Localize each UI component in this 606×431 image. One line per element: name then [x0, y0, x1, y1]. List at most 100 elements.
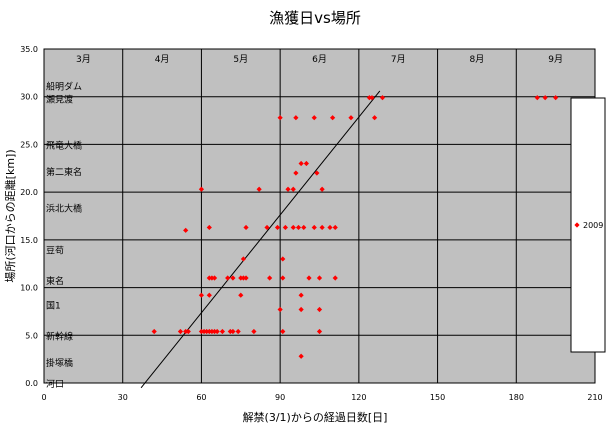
data-point [177, 328, 184, 335]
data-point [277, 115, 283, 121]
data-point [290, 186, 296, 192]
data-point [219, 328, 226, 335]
month-label: 4月 [155, 54, 170, 65]
data-point [209, 275, 215, 281]
data-point [206, 224, 212, 231]
month-label: 9月 [548, 54, 563, 65]
data-point [183, 328, 189, 335]
data-point [204, 328, 210, 335]
legend-marker [574, 222, 580, 228]
y-tick-labels: 0.0 5.0 10.0 15.0 20.0 25.0 30.0 35.0 [20, 45, 38, 388]
data-point [277, 306, 283, 313]
data-point [285, 186, 291, 192]
data-point [151, 328, 157, 335]
data-point [293, 170, 299, 176]
data-point [198, 328, 205, 335]
y-tick-label: 15.0 [20, 236, 38, 245]
data-point [319, 186, 325, 192]
data-point [327, 224, 333, 231]
data-point [316, 328, 323, 335]
data-point [311, 224, 317, 231]
x-tick-label: 150 [430, 393, 445, 402]
data-point [201, 328, 207, 335]
data-point [274, 224, 281, 231]
data-point [198, 186, 205, 192]
data-point [316, 306, 323, 313]
data-point [369, 95, 375, 101]
data-point [211, 328, 218, 335]
x-tick-label: 210 [587, 393, 602, 402]
data-point [295, 224, 302, 231]
place-label: 掛塚橋 [46, 357, 73, 369]
x-tick-label: 120 [351, 393, 366, 402]
month-label: 7月 [391, 54, 406, 65]
place-label: 飛竜大橋 [46, 139, 82, 151]
month-label: 6月 [312, 54, 327, 65]
data-point [206, 292, 212, 298]
data-point [198, 292, 205, 298]
y-tick-label: 10.0 [20, 284, 38, 293]
y-tick-label: 0.0 [25, 379, 38, 388]
data-point [240, 256, 247, 262]
place-label: 船明ダム [46, 80, 82, 92]
data-point [280, 275, 286, 281]
place-label: 豆苟 [46, 244, 64, 256]
data-point [332, 224, 338, 231]
data-point [534, 95, 540, 101]
data-point [553, 95, 559, 101]
data-point [206, 328, 212, 335]
x-tick-label: 180 [509, 393, 524, 402]
month-labels: 3月 4月 5月 6月 7月 8月 9月 [76, 54, 563, 65]
data-point [372, 115, 378, 121]
data-point [238, 275, 244, 281]
plot-area [43, 48, 596, 384]
chart-title: 漁獲日vs場所 [269, 9, 361, 27]
data-point [332, 275, 338, 281]
data-point [235, 328, 241, 335]
data-point [230, 328, 236, 335]
y-tick-label: 30.0 [20, 93, 38, 102]
data-point [366, 95, 372, 101]
data-point [303, 160, 309, 167]
place-label: 河口 [46, 378, 64, 390]
data-point [301, 224, 307, 231]
month-label: 8月 [470, 54, 485, 65]
data-point [267, 275, 273, 281]
place-label: 新幹線 [46, 330, 73, 342]
data-point [251, 328, 257, 335]
data-point [330, 115, 336, 121]
data-point [238, 292, 244, 298]
y-tick-label: 20.0 [20, 188, 38, 197]
data-point [206, 275, 212, 281]
place-label: 第二東名 [46, 166, 82, 178]
legend: 2009 [570, 97, 606, 353]
data-point [209, 328, 215, 335]
y-tick-label: 25.0 [20, 140, 38, 149]
trendline-segment [140, 90, 381, 389]
data-point [379, 95, 386, 101]
data-point [240, 275, 247, 281]
data-point [311, 115, 317, 121]
y-tick-label: 5.0 [25, 331, 38, 340]
data-point [282, 224, 288, 231]
data-point [348, 115, 354, 121]
x-tick-labels: 0 30 60 90 120 150 180 210 [41, 393, 602, 402]
place-label: 国1 [46, 301, 61, 312]
data-point [256, 186, 262, 192]
data-point [243, 224, 249, 231]
data-point [298, 160, 304, 167]
y-tick-label: 35.0 [20, 45, 38, 54]
data-point [280, 328, 286, 335]
data-point [298, 353, 304, 359]
x-tick-label: 90 [275, 393, 285, 402]
data-point [243, 275, 249, 281]
data-point [225, 275, 231, 281]
data-point [264, 224, 270, 231]
data-point [306, 275, 312, 281]
x-tick-label: 0 [41, 393, 46, 402]
month-label: 5月 [233, 54, 248, 65]
data-point [298, 292, 304, 298]
grid-lines [44, 49, 595, 383]
month-label: 3月 [76, 54, 91, 65]
